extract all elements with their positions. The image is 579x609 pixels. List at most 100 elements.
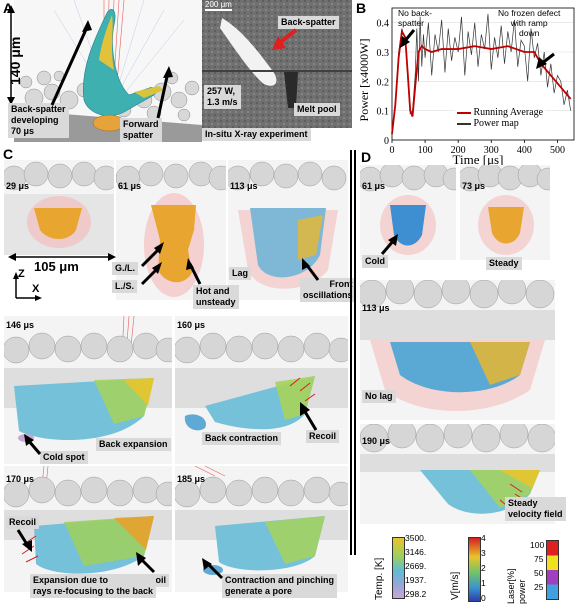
recoil-arrow-160 (300, 402, 318, 431)
temp-tick-4: 298.2 (405, 589, 427, 599)
laser-tick-1: 75 (534, 554, 544, 564)
temp-tick-1: 3146. (405, 547, 427, 557)
time-d-190: 190 μs (362, 436, 391, 446)
xray-scale-label: 200 μm (205, 0, 232, 11)
sim-c-170 (4, 466, 172, 592)
xray-params: 257 W, 1.3 m/s (204, 85, 241, 109)
chart-frame (391, 7, 575, 141)
recoil-label-160: Recoil (306, 430, 340, 443)
sim-c-61 (116, 160, 226, 300)
time-d-113: 113 μs (362, 303, 390, 313)
gl-label: G./L. (112, 262, 138, 275)
velocity-colorbar-title: V[m/s] (450, 571, 461, 600)
vel-tick-2: 2 (481, 563, 486, 573)
front-osc-label: Front oscillations (300, 278, 356, 302)
panel-a-label: A (3, 0, 14, 16)
xray-caption: In-situ X-ray experiment (202, 128, 311, 141)
vel-tick-4: 0 (481, 593, 486, 603)
chart-annotation-right: No frozen defect with ramp down (498, 8, 561, 38)
axis-x-label: X (32, 283, 40, 295)
sim-d-61 (360, 165, 456, 260)
ytick-label-3: 0.3 (377, 48, 390, 59)
recoil-label-170-left: Recoil (6, 516, 40, 529)
contraction-label: Contraction and pinching generate a pore (222, 574, 337, 598)
laser-tick-3: 25 (534, 582, 544, 592)
xtick-label-3: 300 (484, 145, 499, 156)
panel-d-label: D (361, 149, 372, 165)
axis-z-label: Z (18, 268, 25, 280)
panel-c-arrows (140, 242, 320, 286)
back-spatter-arrow (272, 28, 298, 50)
panel-c-170-arrows (16, 529, 156, 574)
temp-colorbar-title: Temp. [K] (374, 557, 385, 600)
laser-colorbar (546, 540, 559, 600)
back-spatter-label: Back-spatter (278, 16, 339, 29)
legend-running-average: Running Average (457, 107, 543, 118)
temp-colorbar (392, 537, 405, 599)
panel-b-label: B (356, 0, 367, 16)
back-expansion-label: Back expansion (96, 438, 171, 451)
ytick-label-0: 0 (384, 136, 389, 147)
chart-legend: Running Average Power map (455, 106, 546, 130)
vel-tick-3: 1 (481, 578, 486, 588)
temp-tick-0: 3500. (405, 533, 427, 543)
cold-spot-label: Cold spot (40, 451, 88, 464)
xtick-label-0: 0 (390, 145, 395, 156)
no-lag-label: No lag (362, 390, 396, 403)
chart-ylabel: Power [x4000W] (357, 39, 371, 122)
chart-annotation-arrows (400, 29, 555, 69)
xtick-label-1: 100 (418, 145, 433, 156)
time-d-73: 73 μs (462, 181, 486, 191)
time-c-146: 146 μs (6, 320, 35, 330)
hot-unsteady-label: Hot and unsteady (193, 285, 239, 309)
width-arrow-105 (8, 253, 116, 261)
ytick-label-4: 0.4 (377, 19, 390, 30)
time-c-160: 160 μs (177, 320, 206, 330)
temp-tick-3: 1937. (405, 575, 427, 585)
xtick-label-2: 200 (451, 145, 466, 156)
time-c-170: 170 μs (6, 474, 35, 484)
time-c-61: 61 μs (118, 181, 142, 191)
ytick-label-2: 0.2 (377, 77, 390, 88)
separator-line-2 (354, 150, 356, 555)
sim-d-73 (460, 165, 550, 260)
back-spatter-developing-label: Back-spatter developing 70 μs (8, 103, 69, 138)
time-c-185: 185 μs (177, 474, 206, 484)
expansion-label: Expansion due to rays re-focusing to the… (30, 574, 157, 598)
time-d-61: 61 μs (362, 181, 386, 191)
ls-label: L./S. (112, 280, 138, 293)
cold-label: Cold (362, 255, 388, 268)
ytick-label-1: 0.1 (377, 107, 390, 118)
vel-tick-0: 4 (481, 533, 486, 543)
width-label-105: 105 μm (34, 259, 79, 274)
pore-arrow (202, 558, 224, 580)
chart-xlabel: Time [μs] (453, 152, 504, 167)
series-running-average (391, 28, 572, 135)
back-contraction-label: Back contraction (202, 432, 282, 445)
time-c-113: 113 μs (230, 181, 258, 191)
time-c-29: 29 μs (6, 181, 30, 191)
scale-arrow-140 (7, 5, 15, 105)
xtick-label-5: 500 (550, 145, 565, 156)
laser-colorbar-title: Laser[%] power (506, 568, 527, 604)
vel-tick-1: 3 (481, 548, 486, 558)
chart-annotation-left: No back- spatter (398, 8, 433, 28)
laser-tick-0: 100 (530, 540, 545, 550)
power-chart: 0 0.1 0.2 0.3 0.4 0 100 200 300 400 500 Power [x40… (357, 7, 575, 167)
cold-arrow (380, 234, 398, 255)
temp-tick-2: 2669. (405, 561, 427, 571)
steady-label: Steady (486, 257, 522, 270)
scale-label-140: 140 μm (7, 36, 23, 85)
panel-a-arrows (50, 20, 173, 119)
forward-spatter-label: Forward spatter (120, 118, 162, 142)
separator-line-1 (350, 150, 352, 555)
panel-c-label: C (3, 146, 14, 162)
steady-field-label: Steady velocity field (505, 497, 566, 521)
cold-spot-arrow (24, 434, 42, 455)
lag-label: Lag (229, 267, 252, 280)
xtick-label-4: 400 (517, 145, 532, 156)
laser-tick-2: 50 (534, 568, 544, 578)
legend-power-map: Power map (457, 118, 543, 129)
axes-triad (13, 272, 42, 301)
melt-pool-label: Melt pool (294, 103, 340, 116)
